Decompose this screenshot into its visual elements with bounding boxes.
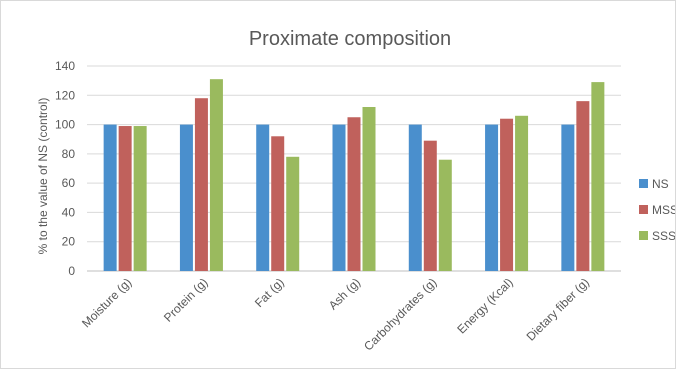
bar-sss-4 [438,159,452,271]
bar-ns-2 [256,124,270,271]
legend-swatch-mss [639,205,648,214]
chart-title: Proximate composition [249,28,451,50]
bar-ns-1 [179,124,193,271]
x-tick-label: Dietary fiber (g) [524,275,592,343]
y-tick-labels: 0 20 40 60 80 100 120 140 [55,59,75,278]
bar-mss-6 [576,101,590,272]
bar-mss-1 [194,98,208,271]
bar-mss-2 [271,136,285,271]
x-tick-label: Fat (g) [252,275,287,310]
y-tick-label: 120 [55,88,75,102]
y-axis-title: % to the value of NS (control) [36,98,50,255]
legend-label-ns: NS [652,177,669,191]
bar-ns-5 [485,124,499,271]
bar-mss-3 [347,117,361,271]
y-tick-label: 20 [62,235,76,249]
legend-label-sss: SSS [652,229,675,243]
y-tick-label: 80 [62,147,76,161]
bars [103,79,605,272]
x-tick-label: Carbohydrates (g) [361,275,439,353]
y-tick-label: 100 [55,118,75,132]
bar-ns-4 [408,124,422,271]
y-tick-label: 0 [68,264,75,278]
x-tick-label: Energy (Kcal) [454,275,515,336]
x-tick-labels: Moisture (g) Protein (g) Fat (g) Ash (g)Car… [79,275,592,353]
y-tick-label: 40 [62,205,76,219]
x-tick-label: Ash (g) [326,275,363,312]
bar-ns-0 [103,124,117,271]
legend-swatch-ns [639,179,648,188]
bar-sss-1 [209,79,223,271]
bar-sss-3 [362,107,376,271]
bar-mss-5 [500,118,514,271]
legend-swatch-sss [639,231,648,240]
bar-sss-5 [515,115,529,272]
legend-label-mss: MSS [652,203,675,217]
bar-sss-0 [133,126,147,272]
bar-sss-2 [286,156,300,271]
bar-mss-0 [118,126,132,272]
bar-mss-4 [423,140,437,271]
bar-ns-6 [561,124,575,271]
y-tick-label: 60 [62,176,76,190]
x-tick-label: Protein (g) [161,275,211,325]
y-tick-label: 140 [55,59,75,73]
bar-sss-6 [591,82,605,271]
bar-ns-3 [332,124,346,271]
x-tick-label: Moisture (g) [79,275,134,330]
legend: NS MSS SSS [639,177,676,243]
